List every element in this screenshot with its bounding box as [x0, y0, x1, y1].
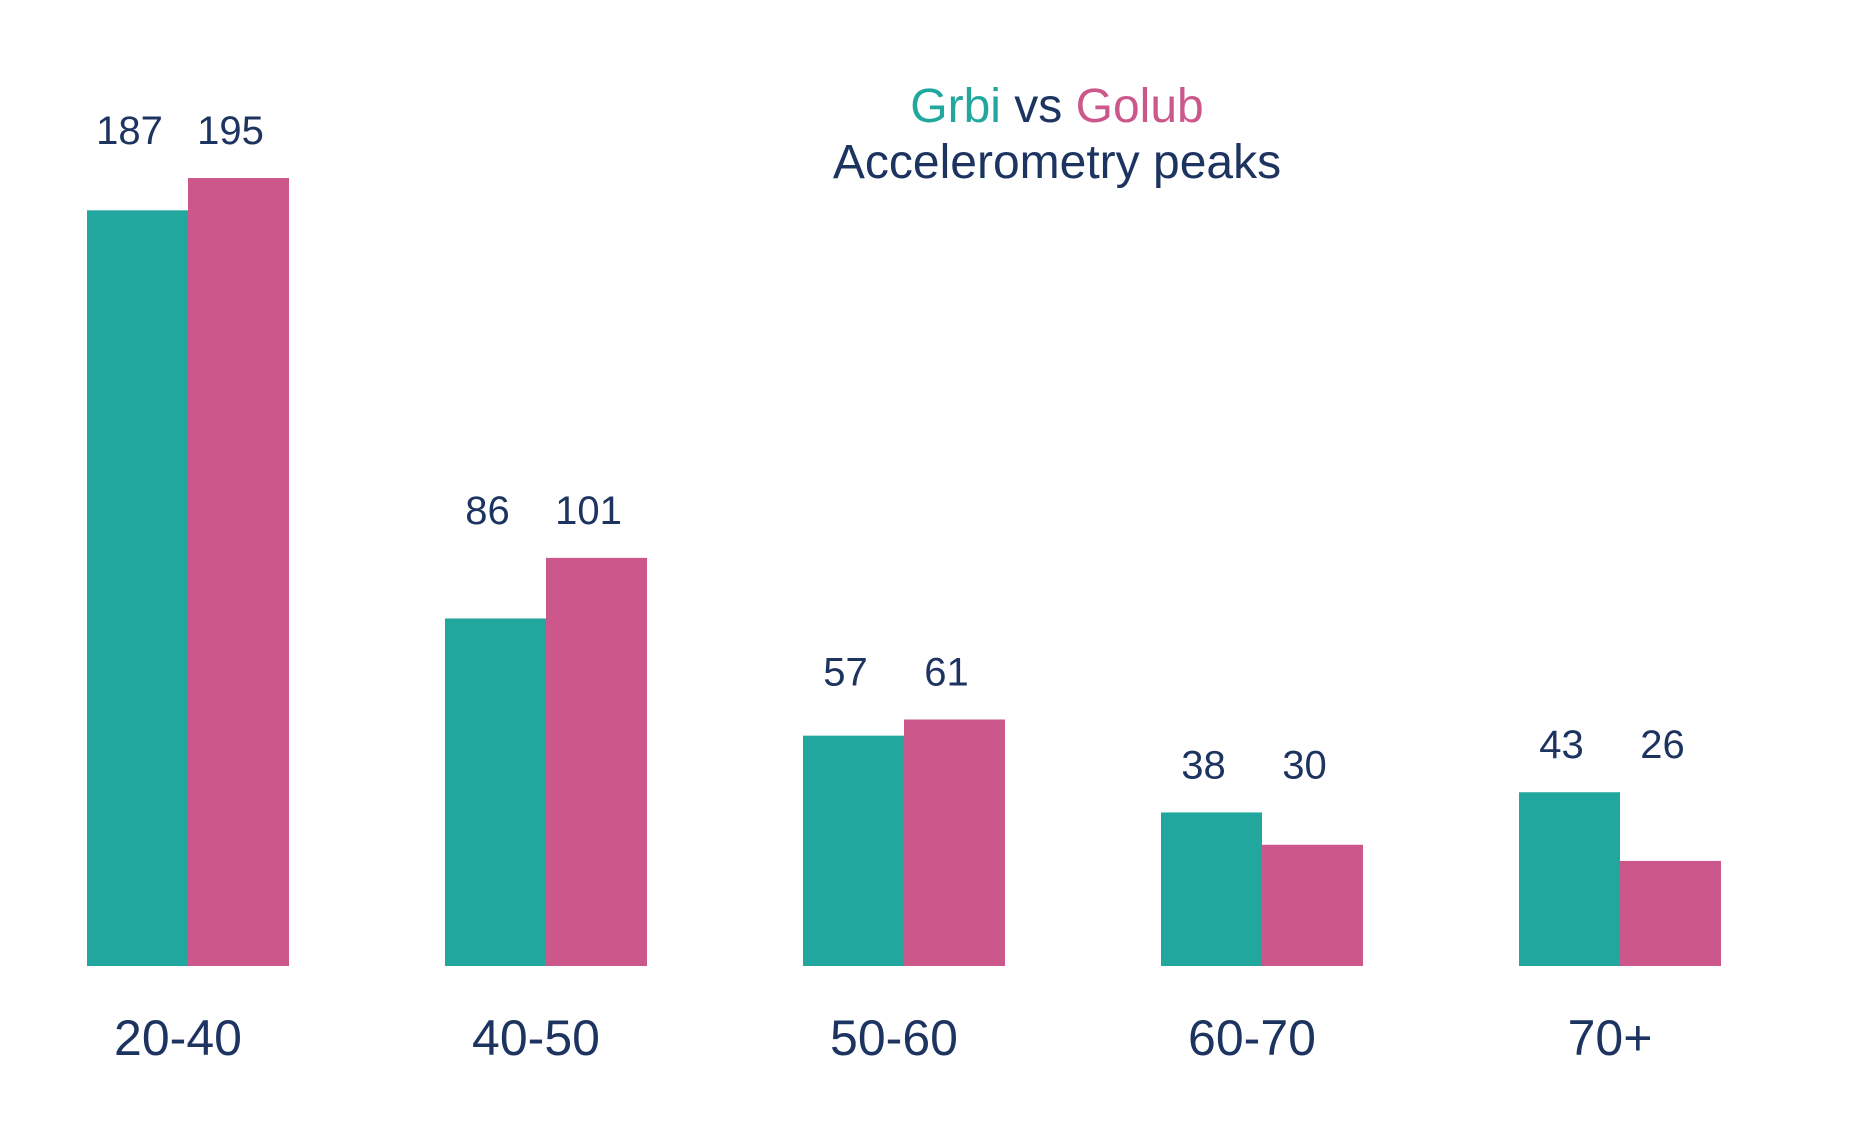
bar-golub-50-60 [904, 719, 1005, 966]
bars-group [87, 178, 1721, 967]
value-label-golub-40-50: 101 [555, 489, 622, 533]
chart-title: Grbi vs Golub [910, 80, 1203, 133]
category-label-70: 70+ [1568, 1010, 1653, 1066]
bar-grbi-40-50 [445, 618, 546, 966]
bar-golub-70 [1620, 860, 1721, 966]
category-label-50-60: 50-60 [830, 1010, 958, 1066]
bar-golub-20-40 [188, 178, 289, 966]
value-label-golub-70: 26 [1640, 723, 1685, 767]
value-label-grbi-70: 43 [1539, 723, 1584, 767]
value-label-golub-60-70: 30 [1282, 743, 1327, 787]
title-connector: vs [1001, 80, 1076, 133]
bar-golub-60-70 [1262, 844, 1363, 966]
value-label-grbi-20-40: 187 [96, 109, 163, 153]
bar-golub-40-50 [546, 557, 647, 966]
bar-grbi-70 [1519, 792, 1620, 966]
bar-grbi-50-60 [803, 735, 904, 966]
chart-subtitle: Accelerometry peaks [833, 136, 1281, 189]
value-label-grbi-40-50: 86 [465, 489, 510, 533]
value-label-grbi-50-60: 57 [823, 650, 868, 694]
value-label-golub-20-40: 195 [197, 109, 264, 153]
value-labels-group: 187 195 86 101 57 61 38 30 43 26 [96, 109, 1685, 787]
value-label-golub-50-60: 61 [924, 650, 969, 694]
title-series-b: Golub [1076, 80, 1204, 133]
bar-grbi-60-70 [1161, 812, 1262, 966]
value-label-grbi-60-70: 38 [1181, 743, 1226, 787]
category-label-20-40: 20-40 [114, 1010, 242, 1066]
bar-grbi-20-40 [87, 210, 188, 967]
category-label-40-50: 40-50 [472, 1010, 600, 1066]
title-series-a: Grbi [910, 80, 1001, 133]
category-label-60-70: 60-70 [1188, 1010, 1316, 1066]
category-labels-group: 20-40 40-50 50-60 60-70 70+ [114, 1010, 1652, 1066]
